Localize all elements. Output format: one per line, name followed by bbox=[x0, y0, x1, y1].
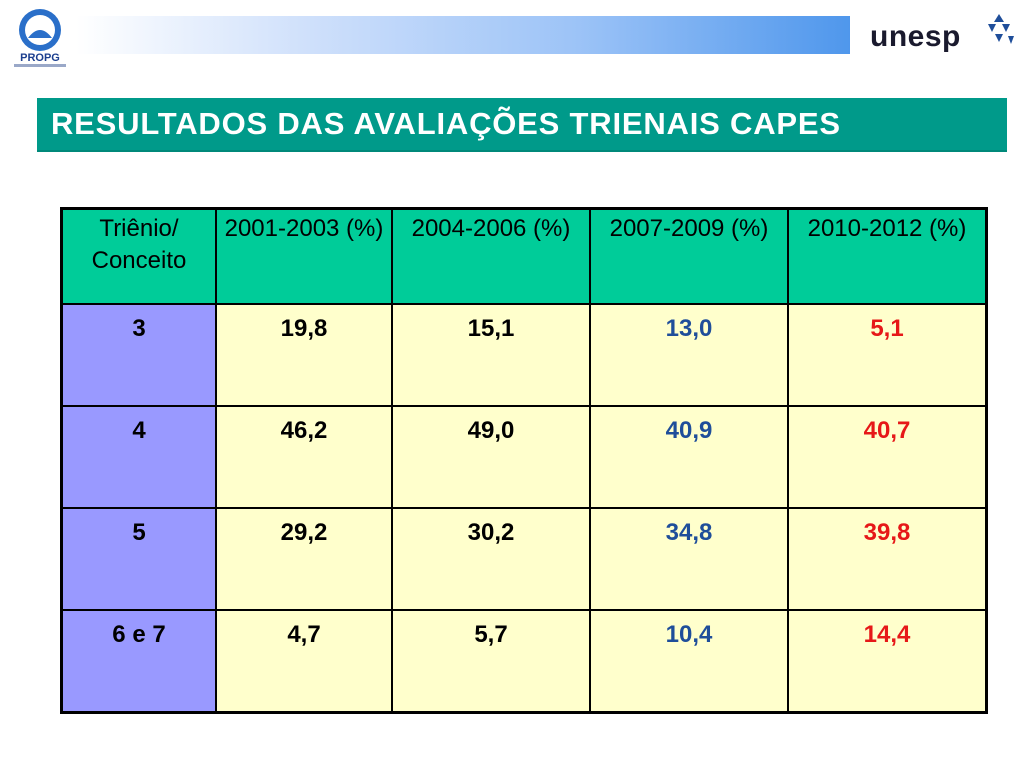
propg-logo-text: PROPG bbox=[20, 52, 60, 64]
column-header-trienio: Triênio/ Conceito bbox=[60, 207, 217, 305]
table-cell: 13,0 bbox=[589, 303, 789, 407]
column-header-2004-2006: 2004-2006 (%) bbox=[391, 207, 591, 305]
propg-logo-underline bbox=[14, 64, 66, 67]
table-cell: 40,7 bbox=[787, 405, 988, 509]
propg-emblem-icon bbox=[19, 9, 61, 51]
table-cell: 40,9 bbox=[589, 405, 789, 509]
table-row: 6 e 7 4,7 5,7 10,4 14,4 bbox=[60, 609, 988, 714]
table-cell: 4,7 bbox=[215, 609, 393, 714]
table-cell: 19,8 bbox=[215, 303, 393, 407]
header-gradient-bar bbox=[76, 16, 850, 54]
table-cell: 14,4 bbox=[787, 609, 988, 714]
table-cell: 15,1 bbox=[391, 303, 591, 407]
column-header-2007-2009: 2007-2009 (%) bbox=[589, 207, 789, 305]
unesp-logo-text: unesp bbox=[870, 20, 961, 53]
table-cell: 10,4 bbox=[589, 609, 789, 714]
unesp-logo: unesp bbox=[866, 10, 1016, 62]
slide-title-box: RESULTADOS DAS AVALIAÇÕES TRIENAIS CAPES bbox=[37, 98, 1007, 152]
slide-title: RESULTADOS DAS AVALIAÇÕES TRIENAIS CAPES bbox=[51, 106, 841, 141]
table-row: 4 46,2 49,0 40,9 40,7 bbox=[60, 405, 988, 509]
column-header-2010-2012: 2010-2012 (%) bbox=[787, 207, 988, 305]
table-cell: 30,2 bbox=[391, 507, 591, 611]
row-label: 3 bbox=[60, 303, 217, 407]
table-row: 3 19,8 15,1 13,0 5,1 bbox=[60, 303, 988, 407]
table-cell: 49,0 bbox=[391, 405, 591, 509]
table-row: 5 29,2 30,2 34,8 39,8 bbox=[60, 507, 988, 611]
propg-logo: PROPG bbox=[14, 8, 66, 68]
table-cell: 34,8 bbox=[589, 507, 789, 611]
table-cell: 5,1 bbox=[787, 303, 988, 407]
table-cell: 29,2 bbox=[215, 507, 393, 611]
unesp-emblem-icon bbox=[988, 14, 1014, 44]
table-header-row: Triênio/ Conceito 2001-2003 (%) 2004-200… bbox=[60, 207, 988, 305]
column-header-2001-2003: 2001-2003 (%) bbox=[215, 207, 393, 305]
table-cell: 39,8 bbox=[787, 507, 988, 611]
row-label: 6 e 7 bbox=[60, 609, 217, 714]
capes-results-table: Triênio/ Conceito 2001-2003 (%) 2004-200… bbox=[60, 207, 988, 714]
table-cell: 5,7 bbox=[391, 609, 591, 714]
table-cell: 46,2 bbox=[215, 405, 393, 509]
row-label: 4 bbox=[60, 405, 217, 509]
row-label: 5 bbox=[60, 507, 217, 611]
